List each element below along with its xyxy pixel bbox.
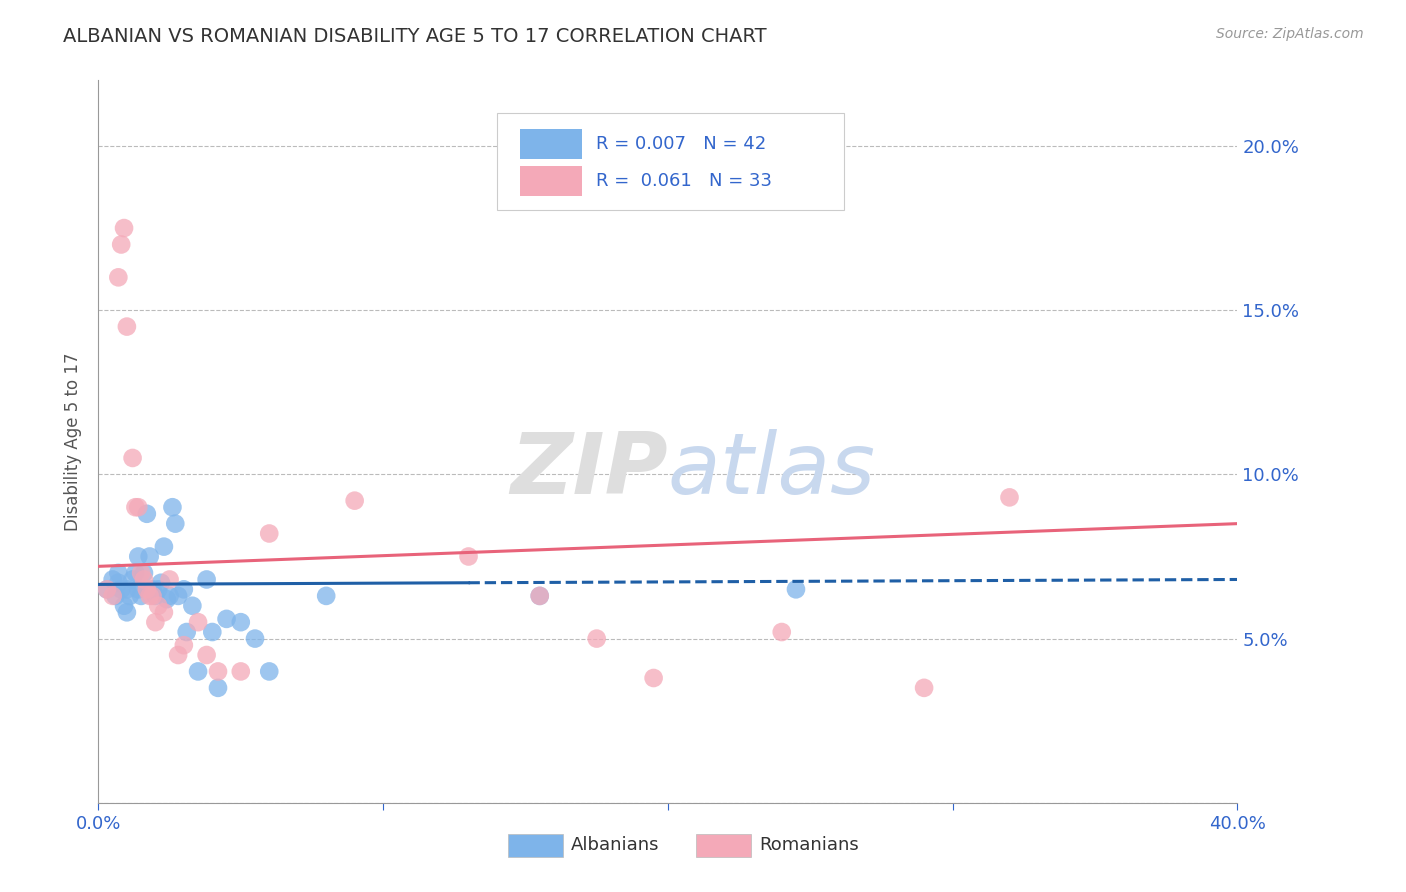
Point <box>135 507 157 521</box>
Point <box>121 573 143 587</box>
Text: R =  0.061   N = 33: R = 0.061 N = 33 <box>596 172 772 190</box>
Bar <box>520 128 582 159</box>
Text: Source: ZipAtlas.com: Source: ZipAtlas.com <box>1216 27 1364 41</box>
Point <box>315 589 337 603</box>
Point <box>115 582 138 597</box>
Point <box>181 599 204 613</box>
Point <box>167 589 190 603</box>
Point <box>162 500 184 515</box>
Text: R = 0.007   N = 42: R = 0.007 N = 42 <box>596 135 766 153</box>
Point <box>529 589 551 603</box>
Point <box>135 582 157 597</box>
Point <box>112 599 135 613</box>
Point <box>132 573 155 587</box>
Point <box>118 589 141 603</box>
Point <box>107 575 129 590</box>
Point <box>107 566 129 580</box>
Point <box>156 592 179 607</box>
Point <box>195 648 218 662</box>
Point <box>529 589 551 603</box>
Point <box>127 582 149 597</box>
Point <box>107 270 129 285</box>
Text: Romanians: Romanians <box>759 837 859 855</box>
Point <box>104 589 127 603</box>
Point <box>148 582 170 597</box>
Point <box>201 625 224 640</box>
Point <box>229 615 252 630</box>
Point <box>138 549 160 564</box>
Point <box>115 605 138 619</box>
Point <box>145 589 167 603</box>
Point <box>101 589 124 603</box>
Point <box>207 665 229 679</box>
Bar <box>520 166 582 196</box>
Text: ZIP: ZIP <box>510 429 668 512</box>
Point <box>187 665 209 679</box>
Point <box>138 589 160 603</box>
Point <box>127 500 149 515</box>
Point <box>259 665 281 679</box>
Point <box>259 526 281 541</box>
Point <box>176 625 198 640</box>
Point <box>643 671 665 685</box>
Point <box>165 516 187 531</box>
Point <box>243 632 266 646</box>
Point <box>141 589 163 603</box>
FancyBboxPatch shape <box>498 112 845 211</box>
Point <box>115 319 138 334</box>
Point <box>159 589 181 603</box>
Point <box>195 573 218 587</box>
Point <box>153 540 176 554</box>
Bar <box>696 834 751 857</box>
Point <box>121 450 143 465</box>
Point <box>173 582 195 597</box>
Point <box>159 573 181 587</box>
Point <box>785 582 807 597</box>
Y-axis label: Disability Age 5 to 17: Disability Age 5 to 17 <box>65 352 83 531</box>
Point <box>148 599 170 613</box>
Point <box>150 575 173 590</box>
Point <box>110 237 132 252</box>
Point <box>207 681 229 695</box>
Point <box>215 612 238 626</box>
Text: ALBANIAN VS ROMANIAN DISABILITY AGE 5 TO 17 CORRELATION CHART: ALBANIAN VS ROMANIAN DISABILITY AGE 5 TO… <box>63 27 766 45</box>
Point <box>457 549 479 564</box>
Point <box>101 573 124 587</box>
Point <box>145 615 167 630</box>
Point <box>998 491 1021 505</box>
Point <box>124 566 146 580</box>
Point <box>96 582 118 597</box>
Point <box>124 500 146 515</box>
Point <box>112 221 135 235</box>
Point <box>173 638 195 652</box>
Point <box>912 681 935 695</box>
Point <box>229 665 252 679</box>
Point <box>96 582 118 597</box>
Point <box>132 566 155 580</box>
Point <box>585 632 607 646</box>
Text: atlas: atlas <box>668 429 876 512</box>
Point <box>129 566 152 580</box>
Bar <box>509 834 562 857</box>
Point <box>167 648 190 662</box>
Point <box>129 589 152 603</box>
Point <box>153 605 176 619</box>
Point <box>110 582 132 597</box>
Point <box>187 615 209 630</box>
Point <box>343 493 366 508</box>
Point <box>127 549 149 564</box>
Text: Albanians: Albanians <box>571 837 659 855</box>
Point <box>141 582 163 597</box>
Point <box>770 625 793 640</box>
